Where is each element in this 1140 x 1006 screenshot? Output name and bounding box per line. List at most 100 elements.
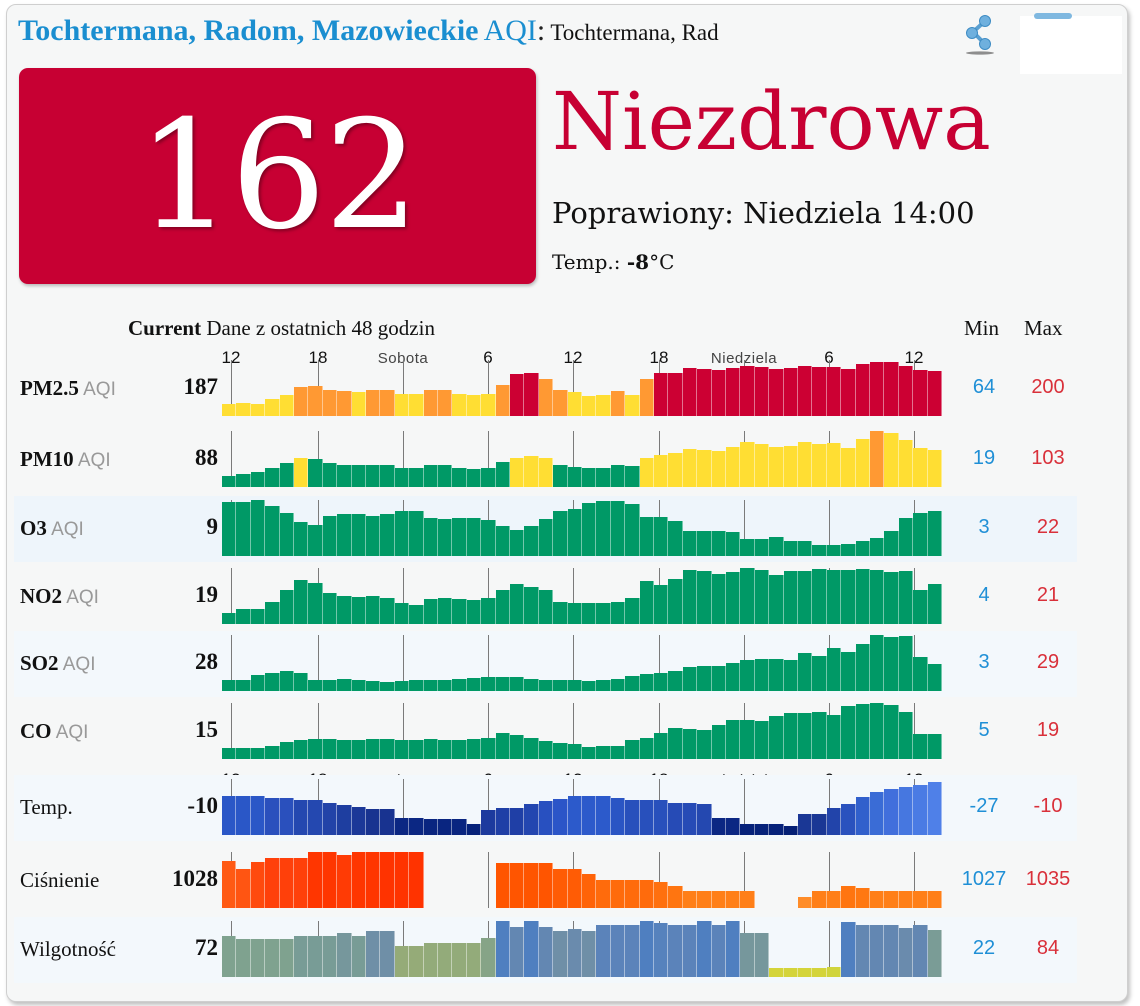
history-bar[interactable] bbox=[236, 609, 251, 624]
history-bar[interactable] bbox=[279, 798, 294, 835]
history-bar[interactable] bbox=[466, 943, 482, 977]
history-bar[interactable] bbox=[812, 444, 827, 487]
history-bar[interactable] bbox=[927, 584, 942, 624]
history-bar[interactable] bbox=[567, 744, 582, 759]
history-bar[interactable] bbox=[495, 921, 510, 977]
history-bar[interactable] bbox=[423, 943, 438, 977]
history-bar[interactable] bbox=[798, 968, 813, 977]
history-bar[interactable] bbox=[754, 659, 770, 691]
history-bar[interactable] bbox=[366, 596, 381, 624]
history-bar[interactable] bbox=[740, 891, 755, 908]
history-bar[interactable] bbox=[826, 648, 842, 691]
panel-tab-handle[interactable] bbox=[1034, 13, 1072, 19]
history-bar[interactable] bbox=[783, 660, 798, 691]
history-bar[interactable] bbox=[438, 465, 453, 487]
history-bar[interactable] bbox=[351, 936, 366, 977]
history-bar[interactable] bbox=[495, 733, 510, 759]
history-bar[interactable] bbox=[409, 680, 424, 691]
history-bar[interactable] bbox=[783, 446, 798, 487]
history-bar[interactable] bbox=[639, 880, 654, 908]
history-bar[interactable] bbox=[236, 748, 251, 759]
history-bar[interactable] bbox=[466, 469, 482, 487]
history-bar[interactable] bbox=[265, 939, 280, 977]
history-bar[interactable] bbox=[294, 387, 309, 416]
history-bar[interactable] bbox=[898, 891, 914, 908]
history-bar[interactable] bbox=[870, 925, 885, 977]
history-bar[interactable] bbox=[510, 677, 525, 691]
history-bar[interactable] bbox=[654, 673, 669, 691]
history-bar[interactable] bbox=[495, 526, 510, 556]
history-bar[interactable] bbox=[711, 531, 726, 556]
history-bar[interactable] bbox=[610, 679, 626, 691]
history-bar[interactable] bbox=[495, 863, 510, 908]
history-bar[interactable] bbox=[409, 852, 424, 908]
history-bar[interactable] bbox=[250, 675, 266, 691]
history-bar[interactable] bbox=[798, 897, 813, 908]
history-bar[interactable] bbox=[438, 390, 453, 416]
history-bar[interactable] bbox=[452, 679, 467, 691]
history-bar-chart[interactable] bbox=[222, 360, 942, 416]
history-bar[interactable] bbox=[654, 923, 669, 977]
history-bar[interactable] bbox=[582, 396, 597, 416]
history-bar[interactable] bbox=[654, 373, 669, 416]
history-bar[interactable] bbox=[351, 740, 366, 759]
history-bar[interactable] bbox=[567, 680, 582, 691]
history-bar[interactable] bbox=[308, 459, 323, 487]
history-bar[interactable] bbox=[294, 936, 309, 977]
history-bar[interactable] bbox=[884, 362, 899, 416]
history-bar[interactable] bbox=[567, 467, 582, 487]
history-bar[interactable] bbox=[495, 462, 510, 487]
history-bar[interactable] bbox=[726, 818, 741, 835]
history-bar[interactable] bbox=[639, 458, 654, 487]
history-bar[interactable] bbox=[596, 880, 611, 908]
history-bar[interactable] bbox=[438, 598, 453, 624]
history-bar[interactable] bbox=[250, 796, 266, 835]
history-bar[interactable] bbox=[222, 936, 237, 977]
history-bar[interactable] bbox=[855, 797, 870, 835]
history-bar[interactable] bbox=[870, 891, 885, 908]
history-bar[interactable] bbox=[639, 674, 654, 691]
history-bar[interactable] bbox=[351, 465, 366, 487]
history-bar[interactable] bbox=[582, 681, 597, 691]
history-bar[interactable] bbox=[452, 943, 467, 977]
history-bar[interactable] bbox=[279, 742, 294, 759]
history-bar[interactable] bbox=[510, 927, 525, 977]
history-bar[interactable] bbox=[366, 739, 381, 759]
history-bar[interactable] bbox=[495, 590, 510, 624]
history-bar[interactable] bbox=[538, 458, 554, 487]
history-bar[interactable] bbox=[308, 583, 323, 624]
history-bar[interactable] bbox=[553, 511, 568, 556]
history-bar[interactable] bbox=[438, 943, 453, 977]
history-bar[interactable] bbox=[222, 748, 237, 759]
history-bar[interactable] bbox=[740, 720, 755, 759]
history-bar[interactable] bbox=[409, 946, 424, 977]
history-bar[interactable] bbox=[481, 598, 496, 624]
history-bar[interactable] bbox=[538, 379, 554, 416]
history-bar[interactable] bbox=[308, 852, 323, 908]
history-bar[interactable] bbox=[423, 819, 438, 835]
history-bar[interactable] bbox=[222, 680, 237, 691]
history-bar[interactable] bbox=[898, 440, 914, 487]
history-bar[interactable] bbox=[294, 580, 309, 624]
history-bar[interactable] bbox=[668, 521, 683, 556]
history-bar[interactable] bbox=[222, 613, 237, 624]
history-bar[interactable] bbox=[279, 590, 294, 624]
history-bar[interactable] bbox=[524, 804, 539, 835]
history-bar[interactable] bbox=[481, 468, 496, 487]
history-bar[interactable] bbox=[841, 369, 856, 416]
history-bar[interactable] bbox=[222, 861, 237, 908]
history-bar-chart[interactable] bbox=[222, 703, 942, 759]
history-bar[interactable] bbox=[394, 468, 410, 487]
history-bar[interactable] bbox=[279, 671, 294, 691]
history-bar[interactable] bbox=[870, 703, 885, 759]
history-bar[interactable] bbox=[668, 803, 683, 835]
history-bar[interactable] bbox=[610, 391, 626, 416]
history-bar[interactable] bbox=[380, 931, 395, 977]
history-bar[interactable] bbox=[711, 574, 726, 624]
history-bar[interactable] bbox=[812, 968, 827, 977]
history-bar[interactable] bbox=[452, 518, 467, 556]
history-bar[interactable] bbox=[654, 882, 669, 908]
history-bar[interactable] bbox=[812, 712, 827, 759]
history-bar[interactable] bbox=[812, 891, 827, 908]
history-bar[interactable] bbox=[870, 538, 885, 556]
